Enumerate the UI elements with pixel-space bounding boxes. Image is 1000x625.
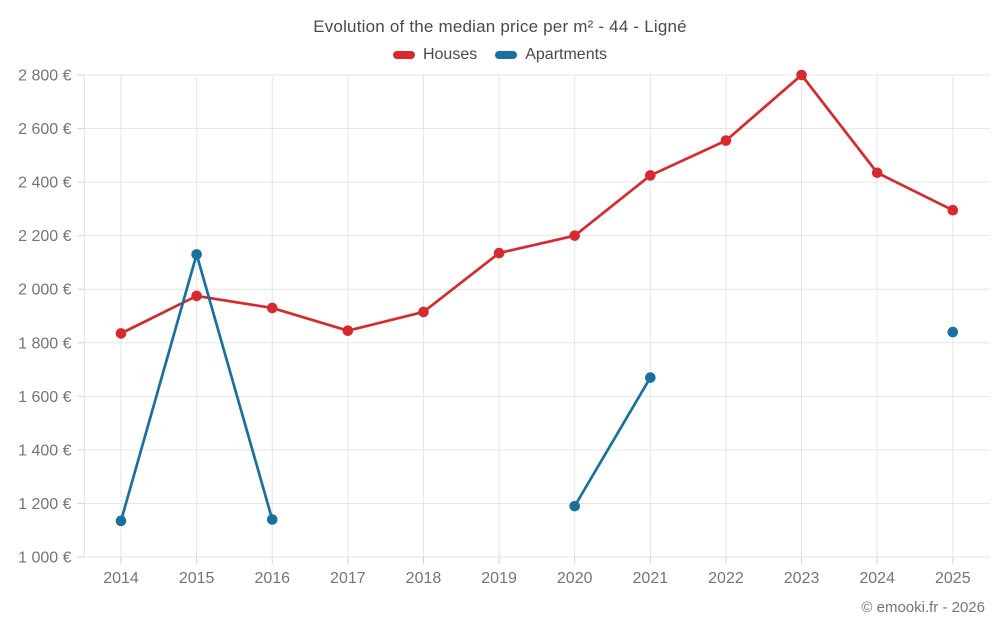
legend-item-houses[interactable]: Houses [392, 46, 478, 64]
apartments-legend-swatch [495, 51, 518, 59]
x-axis-label: 2019 [481, 570, 517, 587]
houses-point-2019[interactable] [493, 247, 505, 259]
y-axis-label: 1 200 € [18, 496, 71, 513]
x-axis-label: 2017 [330, 570, 366, 587]
chart-legend: Houses Apartments [0, 46, 1000, 64]
houses-point-2024[interactable] [871, 167, 883, 179]
chart-title: Evolution of the median price per m² - 4… [313, 17, 687, 36]
y-axis-label: 1 600 € [18, 389, 71, 406]
x-axis-label: 2018 [406, 570, 442, 587]
houses-legend-label: Houses [422, 46, 478, 63]
houses-legend-swatch [392, 51, 415, 59]
x-axis-label: 2015 [179, 570, 215, 587]
legend-item-apartments[interactable]: Apartments [495, 46, 607, 64]
y-axis-label: 1 800 € [18, 335, 71, 352]
houses-point-2017[interactable] [342, 325, 354, 337]
houses-point-2018[interactable] [418, 306, 429, 318]
apartments-point-2021[interactable] [645, 372, 656, 383]
y-axis-label: 1 400 € [18, 442, 71, 459]
x-axis-label: 2020 [557, 570, 593, 587]
y-axis-label: 2 800 € [18, 68, 71, 85]
x-axis-label: 2016 [254, 570, 290, 587]
apartments-legend-label: Apartments [525, 46, 608, 63]
houses-point-2023[interactable] [796, 69, 807, 81]
houses-line [119, 73, 955, 335]
apartments-point-2014[interactable] [115, 515, 127, 527]
houses-point-2022[interactable] [720, 135, 732, 146]
y-axis-label: 2 400 € [18, 175, 71, 192]
x-axis-label: 2023 [784, 570, 820, 587]
houses-point-2016[interactable] [266, 302, 278, 314]
x-axis-label: 2022 [708, 570, 744, 587]
copyright-text: © emooki.fr - 2026 [861, 599, 985, 616]
y-axis-label: 1 000 € [18, 550, 71, 567]
x-axis-label: 2021 [633, 570, 669, 587]
houses-point-2015[interactable] [191, 290, 202, 302]
x-axis-label: 2025 [935, 570, 971, 587]
houses-point-2025[interactable] [947, 204, 959, 216]
apartments-line [573, 376, 652, 508]
y-axis-label: 2 600 € [18, 121, 71, 138]
y-axis-label: 2 200 € [18, 228, 71, 245]
apartments-point-2015[interactable] [191, 249, 202, 260]
y-axis-label: 2 000 € [18, 282, 71, 299]
x-axis-label: 2024 [859, 570, 895, 587]
houses-point-2021[interactable] [645, 170, 656, 181]
x-axis-label: 2014 [103, 570, 139, 587]
apartments-point-2025[interactable] [947, 326, 959, 338]
houses-point-2020[interactable] [569, 230, 581, 241]
apartments-point-2016[interactable] [266, 514, 278, 525]
houses-point-2014[interactable] [115, 328, 127, 339]
apartments-point-2020[interactable] [569, 500, 581, 512]
